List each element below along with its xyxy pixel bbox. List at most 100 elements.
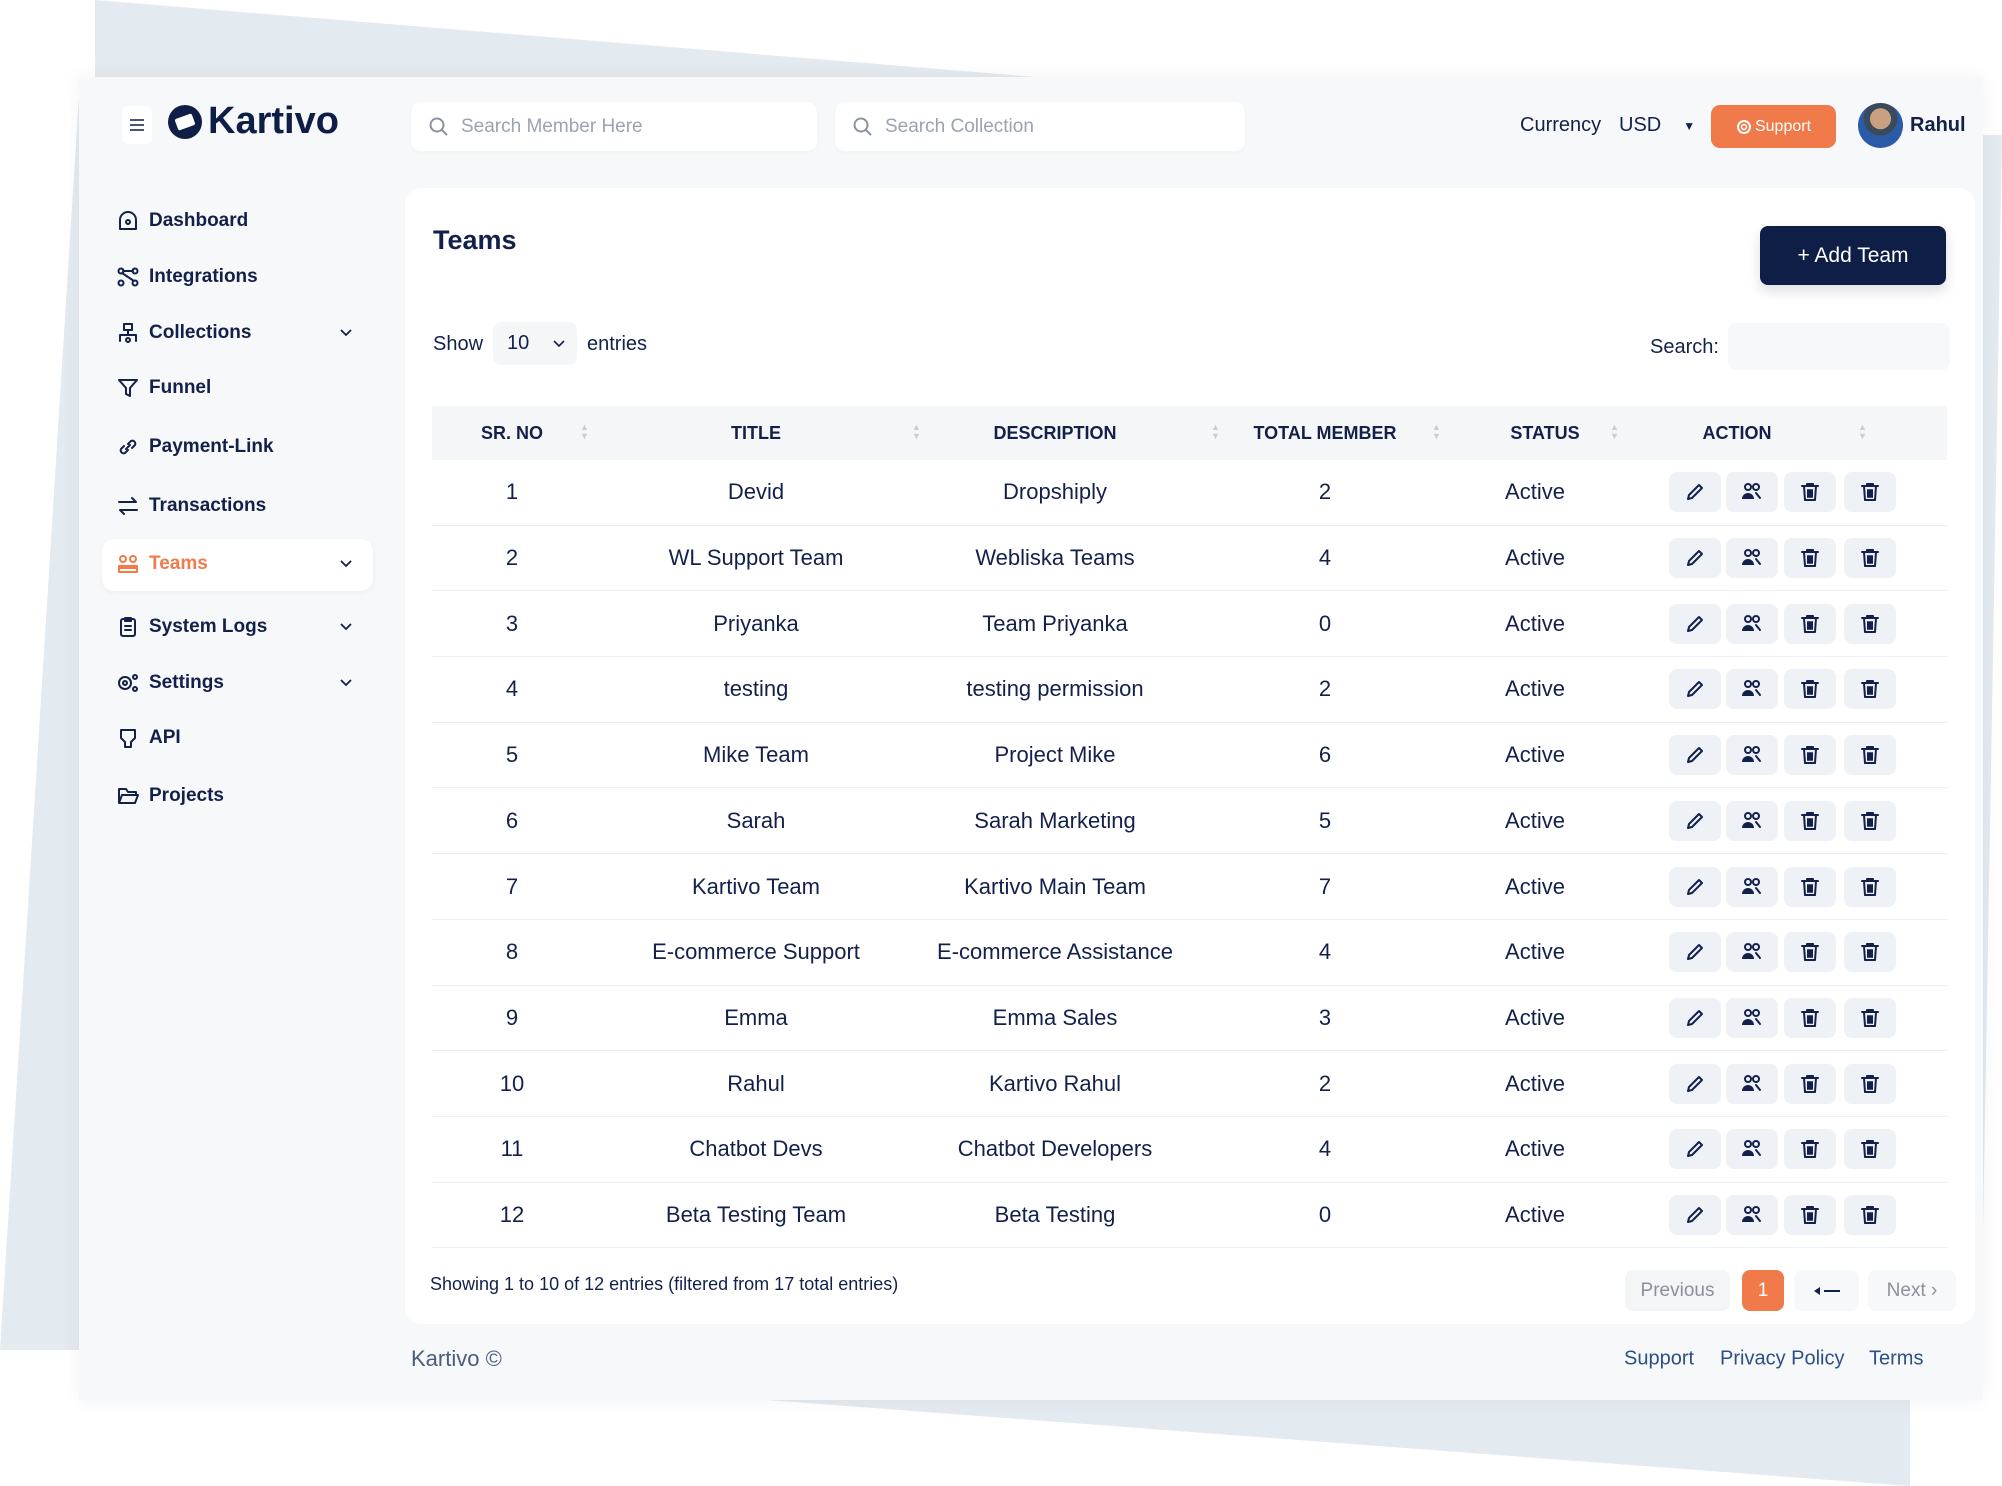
next-button[interactable]: Next › bbox=[1868, 1270, 1956, 1311]
support-button[interactable]: Support bbox=[1711, 105, 1836, 148]
members-button[interactable] bbox=[1726, 866, 1778, 907]
footer-link-support[interactable]: Support bbox=[1624, 1347, 1695, 1370]
members-button[interactable] bbox=[1726, 1063, 1778, 1104]
search-member-input[interactable]: Search Member Here bbox=[411, 102, 817, 151]
sort-icon[interactable]: ▲ ▼ bbox=[1610, 422, 1619, 441]
edit-button[interactable] bbox=[1669, 1129, 1721, 1170]
delete-button[interactable] bbox=[1784, 800, 1836, 841]
delete-button[interactable] bbox=[1784, 1129, 1836, 1170]
delete-button[interactable] bbox=[1844, 1195, 1896, 1236]
delete-button[interactable] bbox=[1784, 997, 1836, 1038]
edit-button[interactable] bbox=[1669, 997, 1721, 1038]
currency-select[interactable]: USD ▼ bbox=[1619, 114, 1695, 137]
column-header[interactable]: SR. NO bbox=[480, 422, 544, 443]
delete-button[interactable] bbox=[1844, 472, 1896, 513]
members-button[interactable] bbox=[1726, 735, 1778, 776]
sidebar-item-projects[interactable]: Projects bbox=[117, 785, 224, 807]
edit-button[interactable] bbox=[1669, 866, 1721, 907]
sidebar-item-funnel[interactable]: Funnel bbox=[117, 377, 211, 399]
add-team-button[interactable]: + Add Team bbox=[1760, 226, 1946, 285]
sort-icon[interactable]: ▲ ▼ bbox=[580, 422, 589, 441]
chevron-down-icon[interactable] bbox=[340, 674, 352, 692]
footer-link-privacy[interactable]: Privacy Policy bbox=[1720, 1347, 1845, 1370]
sidebar-item-settings[interactable]: Settings bbox=[117, 672, 224, 694]
sort-icon[interactable]: ▲ ▼ bbox=[912, 422, 921, 441]
delete-button[interactable] bbox=[1844, 735, 1896, 776]
members-button[interactable] bbox=[1726, 800, 1778, 841]
chevron-down-icon[interactable] bbox=[340, 324, 352, 342]
members-button[interactable] bbox=[1726, 538, 1778, 579]
delete-button[interactable] bbox=[1844, 866, 1896, 907]
delete-button[interactable] bbox=[1784, 669, 1836, 710]
arrow-left-button[interactable] bbox=[1794, 1270, 1859, 1311]
delete-button[interactable] bbox=[1844, 997, 1896, 1038]
edit-button[interactable] bbox=[1669, 669, 1721, 710]
sidebar-item-api[interactable]: API bbox=[117, 727, 181, 749]
delete-button[interactable] bbox=[1844, 603, 1896, 644]
sidebar-item-collections[interactable]: Collections bbox=[117, 322, 251, 344]
user-name[interactable]: Rahul bbox=[1910, 114, 1966, 136]
sidebar-item-integrations[interactable]: Integrations bbox=[117, 266, 258, 288]
sidebar-item-transactions[interactable]: Transactions bbox=[117, 495, 266, 517]
delete-button[interactable] bbox=[1784, 603, 1836, 644]
edit-button[interactable] bbox=[1669, 1063, 1721, 1104]
delete-button[interactable] bbox=[1844, 669, 1896, 710]
column-header[interactable]: TITLE bbox=[731, 422, 781, 443]
column-header[interactable]: DESCRIPTION bbox=[993, 422, 1117, 443]
avatar[interactable] bbox=[1858, 103, 1903, 148]
sort-icon[interactable]: ▲ ▼ bbox=[1211, 422, 1220, 441]
menu-toggle-button[interactable] bbox=[122, 106, 152, 144]
members-button[interactable] bbox=[1726, 1195, 1778, 1236]
entries-select[interactable]: 10 bbox=[493, 322, 577, 365]
search-icon bbox=[429, 117, 448, 136]
edit-button[interactable] bbox=[1669, 800, 1721, 841]
search-collection-input[interactable]: Search Collection bbox=[835, 102, 1245, 151]
delete-button[interactable] bbox=[1784, 932, 1836, 973]
members-button[interactable] bbox=[1726, 669, 1778, 710]
edit-button[interactable] bbox=[1669, 1195, 1721, 1236]
delete-button[interactable] bbox=[1844, 1063, 1896, 1104]
delete-button[interactable] bbox=[1844, 538, 1896, 579]
members-button[interactable] bbox=[1726, 603, 1778, 644]
title-cell: Devid bbox=[727, 479, 785, 505]
column-header[interactable]: STATUS bbox=[1510, 422, 1580, 443]
users-icon bbox=[1742, 549, 1761, 566]
page-1-button[interactable]: 1 bbox=[1742, 1270, 1784, 1311]
chevron-down-icon[interactable] bbox=[340, 555, 352, 573]
sidebar-item-teams[interactable]: Teams bbox=[117, 553, 208, 575]
chevron-down-icon[interactable] bbox=[340, 618, 352, 636]
sort-icon[interactable]: ▲ ▼ bbox=[1432, 422, 1441, 441]
edit-button[interactable] bbox=[1669, 603, 1721, 644]
edit-button[interactable] bbox=[1669, 932, 1721, 973]
table-row: 5 Mike Team Project Mike 6 Active bbox=[432, 723, 1947, 789]
members-button[interactable] bbox=[1726, 997, 1778, 1038]
delete-button[interactable] bbox=[1784, 1063, 1836, 1104]
members-button[interactable] bbox=[1726, 932, 1778, 973]
sort-icon[interactable]: ▲ ▼ bbox=[1858, 422, 1867, 441]
column-header[interactable]: TOTAL MEMBER bbox=[1253, 422, 1397, 443]
delete-button[interactable] bbox=[1784, 1195, 1836, 1236]
sidebar-item-system-logs[interactable]: System Logs bbox=[117, 616, 267, 638]
delete-button[interactable] bbox=[1844, 800, 1896, 841]
delete-button[interactable] bbox=[1784, 866, 1836, 907]
users-icon bbox=[1742, 680, 1761, 697]
delete-button[interactable] bbox=[1844, 932, 1896, 973]
total-member-cell: 0 bbox=[1318, 610, 1332, 636]
table-row: 1 Devid Dropshiply 2 Active bbox=[432, 460, 1947, 526]
edit-button[interactable] bbox=[1669, 472, 1721, 513]
previous-button[interactable]: Previous bbox=[1625, 1270, 1730, 1311]
members-button[interactable] bbox=[1726, 1129, 1778, 1170]
sidebar-item-payment-link[interactable]: Payment-Link bbox=[117, 436, 274, 458]
members-button[interactable] bbox=[1726, 472, 1778, 513]
footer-link-terms[interactable]: Terms bbox=[1869, 1347, 1924, 1370]
delete-button[interactable] bbox=[1784, 538, 1836, 579]
sidebar-item-dashboard[interactable]: Dashboard bbox=[117, 210, 248, 232]
trash-icon bbox=[1861, 614, 1879, 633]
edit-button[interactable] bbox=[1669, 735, 1721, 776]
delete-button[interactable] bbox=[1784, 472, 1836, 513]
table-search-input[interactable] bbox=[1728, 323, 1950, 370]
delete-button[interactable] bbox=[1844, 1129, 1896, 1170]
edit-button[interactable] bbox=[1669, 538, 1721, 579]
delete-button[interactable] bbox=[1784, 735, 1836, 776]
column-header[interactable]: ACTION bbox=[1702, 422, 1772, 443]
